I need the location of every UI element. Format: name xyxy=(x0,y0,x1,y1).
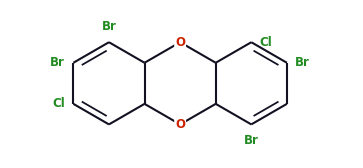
Text: Br: Br xyxy=(50,56,65,69)
Text: Cl: Cl xyxy=(260,36,272,49)
Text: O: O xyxy=(175,118,185,131)
Text: Br: Br xyxy=(102,20,117,33)
Text: Br: Br xyxy=(295,56,310,69)
Text: Br: Br xyxy=(244,134,259,147)
Text: Cl: Cl xyxy=(52,97,65,110)
Text: O: O xyxy=(175,36,185,49)
